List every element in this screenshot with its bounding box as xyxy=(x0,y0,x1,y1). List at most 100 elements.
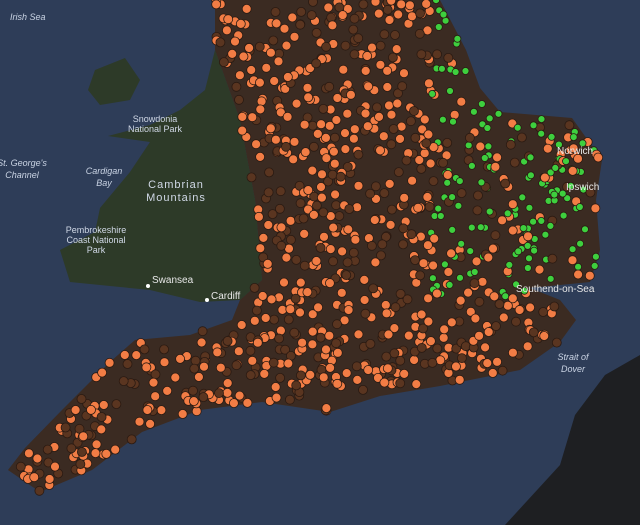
marker[interactable] xyxy=(303,185,314,196)
marker[interactable] xyxy=(162,385,173,396)
marker[interactable] xyxy=(255,104,266,115)
marker[interactable] xyxy=(329,132,340,143)
marker[interactable] xyxy=(488,243,498,254)
marker[interactable] xyxy=(494,109,503,118)
marker[interactable] xyxy=(223,14,234,25)
marker[interactable] xyxy=(319,231,329,242)
marker[interactable] xyxy=(228,398,239,409)
marker[interactable] xyxy=(254,41,265,52)
marker[interactable] xyxy=(341,368,352,379)
marker[interactable] xyxy=(375,40,386,51)
marker[interactable] xyxy=(384,15,395,25)
marker[interactable] xyxy=(381,351,392,362)
marker[interactable] xyxy=(327,169,338,180)
marker[interactable] xyxy=(416,342,427,353)
marker[interactable] xyxy=(525,203,534,212)
marker[interactable] xyxy=(353,33,364,44)
marker[interactable] xyxy=(336,287,347,298)
marker[interactable] xyxy=(359,274,370,285)
marker[interactable] xyxy=(490,230,501,241)
marker[interactable] xyxy=(170,372,181,383)
marker[interactable] xyxy=(343,305,354,315)
marker[interactable] xyxy=(275,372,286,383)
marker[interactable] xyxy=(340,128,350,139)
marker[interactable] xyxy=(233,346,244,357)
marker[interactable] xyxy=(514,247,523,256)
marker[interactable] xyxy=(321,41,332,52)
marker[interactable] xyxy=(358,384,368,395)
marker[interactable] xyxy=(528,327,539,338)
marker[interactable] xyxy=(126,434,137,445)
marker[interactable] xyxy=(255,243,266,254)
marker[interactable] xyxy=(257,291,268,301)
marker[interactable] xyxy=(324,330,335,341)
marker[interactable] xyxy=(470,313,481,324)
marker[interactable] xyxy=(443,53,454,63)
marker[interactable] xyxy=(321,153,332,164)
marker[interactable] xyxy=(110,444,121,455)
marker[interactable] xyxy=(365,338,376,349)
marker[interactable] xyxy=(390,302,401,313)
marker[interactable] xyxy=(500,178,511,189)
marker[interactable] xyxy=(416,309,427,320)
marker[interactable] xyxy=(514,305,525,315)
marker[interactable] xyxy=(296,6,307,17)
marker[interactable] xyxy=(513,123,522,132)
marker[interactable] xyxy=(328,146,339,157)
marker[interactable] xyxy=(437,64,446,73)
marker[interactable] xyxy=(469,107,478,116)
marker[interactable] xyxy=(196,337,207,348)
marker[interactable] xyxy=(467,223,476,232)
marker[interactable] xyxy=(193,372,204,382)
marker[interactable] xyxy=(332,93,343,103)
marker[interactable] xyxy=(318,372,329,383)
marker[interactable] xyxy=(295,198,306,209)
marker[interactable] xyxy=(363,81,374,92)
marker[interactable] xyxy=(258,232,269,243)
marker[interactable] xyxy=(541,230,550,239)
marker[interactable] xyxy=(381,308,392,319)
marker[interactable] xyxy=(393,9,404,20)
marker[interactable] xyxy=(259,368,270,379)
marker[interactable] xyxy=(340,144,351,155)
marker[interactable] xyxy=(245,345,256,356)
marker[interactable] xyxy=(546,274,555,283)
marker[interactable] xyxy=(440,260,449,269)
marker[interactable] xyxy=(449,117,457,126)
marker[interactable] xyxy=(320,132,331,143)
marker[interactable] xyxy=(475,141,486,152)
marker[interactable] xyxy=(305,369,316,380)
marker[interactable] xyxy=(398,239,409,250)
marker[interactable] xyxy=(198,392,209,403)
marker[interactable] xyxy=(221,25,232,36)
marker[interactable] xyxy=(410,255,421,266)
marker[interactable] xyxy=(78,431,89,442)
marker[interactable] xyxy=(270,7,281,17)
marker[interactable] xyxy=(537,216,546,225)
marker[interactable] xyxy=(325,244,336,255)
marker[interactable] xyxy=(465,306,476,317)
marker[interactable] xyxy=(189,363,200,374)
marker[interactable] xyxy=(402,294,413,305)
marker[interactable] xyxy=(311,200,322,211)
marker[interactable] xyxy=(547,132,556,141)
marker[interactable] xyxy=(150,391,161,402)
marker[interactable] xyxy=(485,207,494,216)
marker[interactable] xyxy=(507,293,518,304)
marker[interactable] xyxy=(370,257,381,268)
marker[interactable] xyxy=(251,305,262,316)
marker[interactable] xyxy=(563,194,572,203)
marker[interactable] xyxy=(398,223,409,234)
marker[interactable] xyxy=(395,378,406,389)
marker[interactable] xyxy=(375,59,386,70)
marker[interactable] xyxy=(324,278,335,289)
marker[interactable] xyxy=(101,448,112,459)
marker[interactable] xyxy=(316,182,326,192)
marker[interactable] xyxy=(227,49,238,59)
marker[interactable] xyxy=(372,102,382,113)
marker[interactable] xyxy=(295,19,306,30)
marker[interactable] xyxy=(534,264,545,275)
marker[interactable] xyxy=(382,363,393,374)
marker[interactable] xyxy=(34,485,45,496)
marker[interactable] xyxy=(562,157,570,166)
